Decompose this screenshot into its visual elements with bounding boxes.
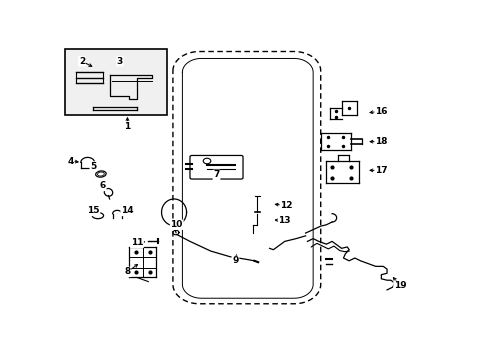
Text: 8: 8 [124, 267, 130, 276]
Bar [65, 49, 167, 115]
Text: 16: 16 [374, 107, 387, 116]
Ellipse shape [96, 171, 106, 177]
Ellipse shape [92, 212, 103, 219]
Text: 3: 3 [117, 57, 123, 66]
FancyBboxPatch shape [189, 156, 243, 179]
Ellipse shape [104, 189, 112, 196]
Text: 18: 18 [374, 137, 387, 146]
Text: 9: 9 [232, 256, 238, 265]
Text: 10: 10 [170, 220, 183, 229]
Text: 6: 6 [100, 181, 106, 190]
Text: 4: 4 [67, 157, 74, 166]
Text: 11: 11 [130, 238, 143, 247]
Text: 5: 5 [90, 162, 96, 171]
Text: 2: 2 [79, 57, 85, 66]
Text: 7: 7 [213, 170, 219, 179]
Text: 19: 19 [393, 281, 406, 290]
Ellipse shape [97, 172, 104, 176]
Text: 14: 14 [121, 206, 134, 215]
Text: 15: 15 [87, 206, 100, 215]
Text: 1: 1 [124, 122, 130, 131]
Text: 13: 13 [278, 216, 290, 225]
Text: 17: 17 [374, 166, 387, 175]
Text: 12: 12 [280, 201, 292, 210]
